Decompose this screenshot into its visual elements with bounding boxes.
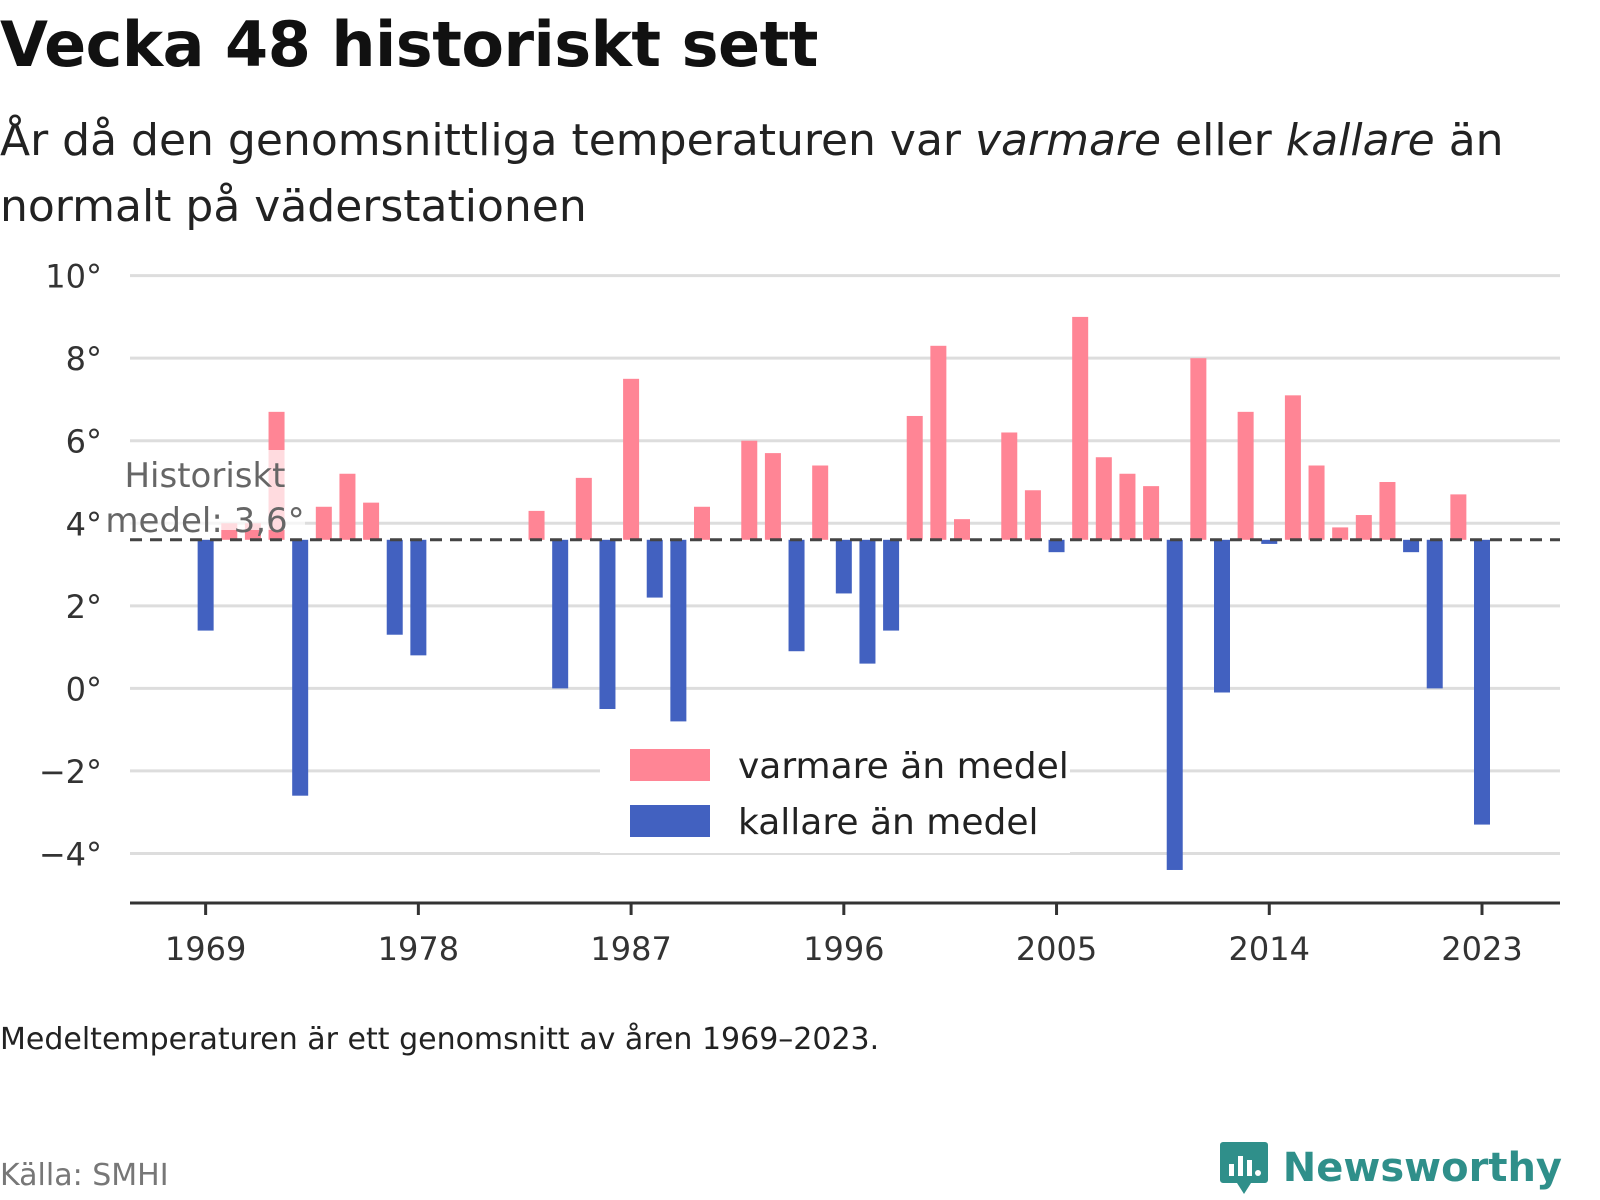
bar-2010 xyxy=(1166,539,1183,870)
bars xyxy=(197,316,1490,870)
bar-1990 xyxy=(694,506,710,540)
y-tick-label: 10° xyxy=(45,258,102,296)
bar-1974 xyxy=(315,506,332,540)
footnote: Medeltemperaturen är ett genomsnitt av å… xyxy=(0,1022,880,1057)
bar-1994 xyxy=(788,539,805,652)
bar-2006 xyxy=(1072,316,1089,540)
bar-2009 xyxy=(1143,486,1160,540)
subtitle-part1: År då den genomsnittliga temperaturen va… xyxy=(0,115,975,166)
annotation-background xyxy=(105,450,305,530)
bar-1983 xyxy=(528,510,545,540)
y-axis-ticks: −4° −2° 0° 2° 4° 6° 8° 10° xyxy=(39,258,102,874)
bar-1995 xyxy=(812,465,829,540)
annotation-line1: Historiskt xyxy=(124,456,285,496)
bar-2008 xyxy=(1119,473,1136,540)
source-credit: Källa: SMHI xyxy=(0,1158,169,1193)
bar-2014 xyxy=(1261,539,1278,544)
x-tick-label: 1978 xyxy=(378,930,459,968)
bar-2007 xyxy=(1095,457,1112,540)
annotation-line2: medel: 3,6° xyxy=(105,501,304,541)
x-axis: 1969 1978 1987 1996 2005 2014 2023 xyxy=(130,901,1560,968)
bar-1998 xyxy=(883,539,900,631)
subtitle-cold-word: kallare xyxy=(1285,115,1435,166)
subtitle-part2: eller xyxy=(1161,115,1286,166)
subtitle-warm-word: varmare xyxy=(974,115,1162,166)
bar-2004 xyxy=(1024,490,1041,540)
bar-1992 xyxy=(741,440,758,540)
bar-1987 xyxy=(623,378,640,540)
bar-1975 xyxy=(339,473,356,540)
bar-1997 xyxy=(859,539,876,664)
brand-name: Newsworthy xyxy=(1282,1145,1562,1191)
x-tick-label: 1969 xyxy=(165,930,246,968)
bar-1984 xyxy=(552,539,569,689)
bar-2005 xyxy=(1048,539,1065,553)
bar-2020 xyxy=(1403,539,1420,553)
bar-2012 xyxy=(1214,539,1230,693)
bar-2000 xyxy=(930,345,947,540)
bar-1996 xyxy=(835,539,852,594)
bar-1976 xyxy=(363,502,380,540)
legend-label-warm: varmare än medel xyxy=(738,746,1069,787)
bar-1986 xyxy=(599,539,616,710)
subtitle-part3: än normalt på väderstationen xyxy=(0,115,1504,232)
bar-1969 xyxy=(197,539,214,631)
legend-swatch-warm xyxy=(630,749,710,781)
x-tick-label: 2005 xyxy=(1016,930,1097,968)
x-tick-label: 1996 xyxy=(803,930,884,968)
y-tick-label: 8° xyxy=(66,340,102,378)
bar-2018 xyxy=(1355,515,1372,540)
bar-2022 xyxy=(1450,494,1467,540)
bar-2017 xyxy=(1332,527,1349,540)
bar-2021 xyxy=(1426,539,1443,689)
bar-2001 xyxy=(954,519,970,540)
bar-1978 xyxy=(410,539,427,656)
x-tick-label: 2014 xyxy=(1229,930,1310,968)
newsworthy-logo-icon xyxy=(1219,1142,1268,1194)
mean-annotation: Historiskt medel: 3,6° xyxy=(105,450,305,541)
bar-1973 xyxy=(292,539,309,796)
bar-2016 xyxy=(1308,465,1325,540)
chart-subtitle: År då den genomsnittliga temperaturen va… xyxy=(0,108,1560,240)
y-tick-label: 4° xyxy=(66,505,102,543)
x-tick-label: 1987 xyxy=(590,930,671,968)
bar-2003 xyxy=(1001,432,1018,540)
chart-title: Vecka 48 historiskt sett xyxy=(0,8,818,81)
bar-2023 xyxy=(1474,539,1490,825)
legend-swatch-cold xyxy=(630,805,710,837)
legend-label-cold: kallare än medel xyxy=(738,802,1038,843)
bar-1988 xyxy=(646,539,663,598)
bar-1985 xyxy=(575,477,592,540)
y-tick-label: −2° xyxy=(39,753,102,791)
bar-1989 xyxy=(670,539,687,722)
y-tick-label: 6° xyxy=(66,423,102,461)
brand-logo: Newsworthy xyxy=(1219,1140,1562,1196)
bar-2013 xyxy=(1237,411,1254,540)
bar-2011 xyxy=(1190,358,1207,540)
y-tick-label: 0° xyxy=(66,670,102,708)
bar-1977 xyxy=(386,539,403,635)
legend: varmare än medel kallare än medel xyxy=(600,733,1070,853)
bar-2015 xyxy=(1284,395,1301,540)
x-tick-label: 2023 xyxy=(1441,930,1522,968)
bar-1999 xyxy=(906,415,923,540)
bar-chart: −4° −2° 0° 2° 4° 6° 8° 10° Historiskt medel: 3,… xyxy=(39,258,1560,968)
bar-1993 xyxy=(764,453,781,540)
y-tick-label: −4° xyxy=(39,835,102,873)
bar-2019 xyxy=(1379,482,1396,540)
y-tick-label: 2° xyxy=(66,588,102,626)
